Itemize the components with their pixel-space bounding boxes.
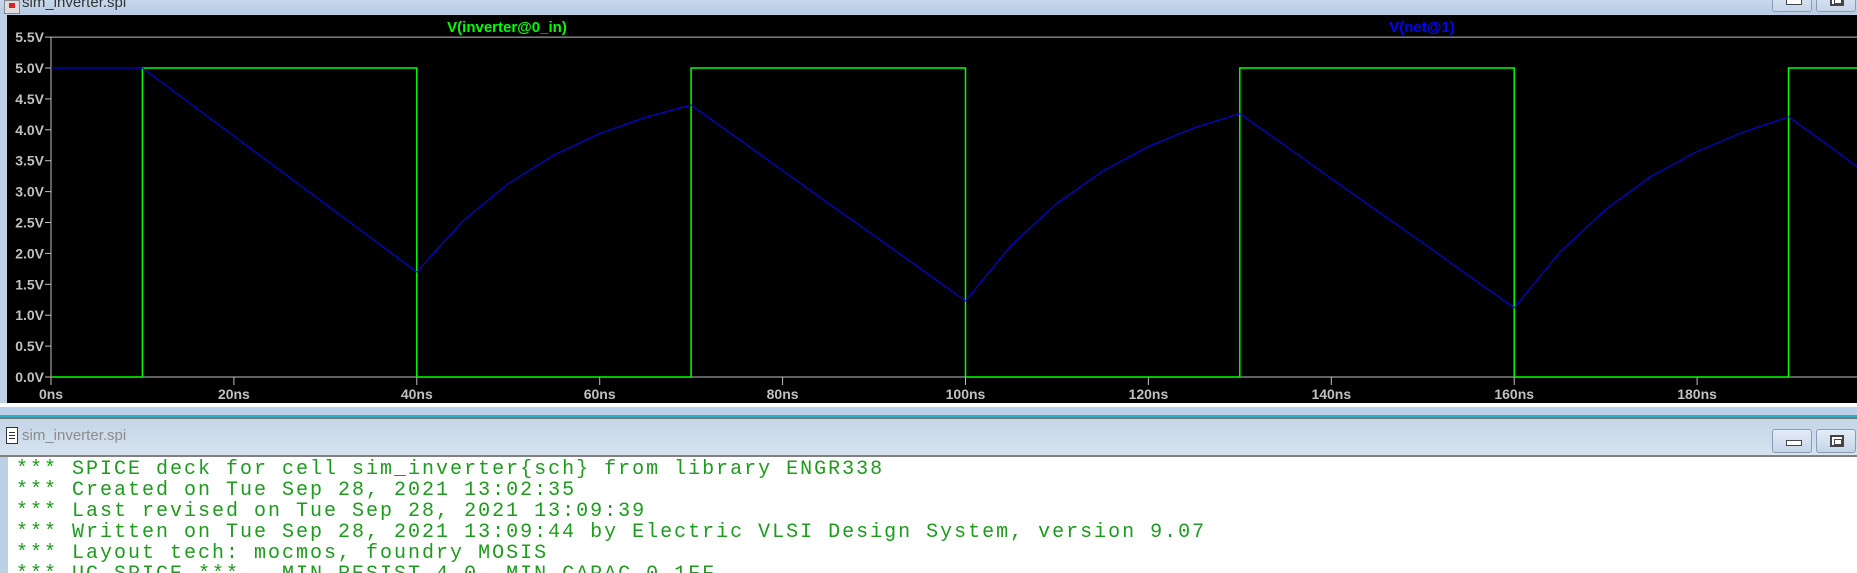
maximize-icon (1830, 0, 1844, 6)
x-tick-label: 120ns (1129, 386, 1169, 402)
y-tick-label: 2.5V (15, 215, 44, 231)
series-line-inverter-in (51, 67, 1857, 378)
console-line: *** Last revised on Tue Sep 28, 2021 13:… (16, 500, 647, 523)
x-tick-label: 80ns (767, 386, 799, 402)
minimize-icon (1786, 0, 1802, 5)
waveform-window-titlebar[interactable]: sim_inverter.spi (0, 0, 1857, 14)
y-tick-label: 5.5V (15, 29, 44, 45)
x-tick-label: 160ns (1494, 386, 1534, 402)
minimize-icon (1786, 440, 1802, 446)
y-tick-label: 2.0V (15, 245, 44, 261)
y-tick-label: 3.5V (15, 153, 44, 169)
waveform-plot[interactable]: 0.0V 0.5V 1.0V 1.5V 2.0V 2.5V 3.0V 3.5V 4.0V 4.5V… (7, 15, 1857, 404)
console-line: *** Layout tech: mocmos, foundry MOSIS (16, 542, 549, 565)
y-tick-label: 1.0V (15, 307, 44, 323)
window-divider[interactable] (0, 415, 1857, 417)
legend-label-net: V(net@1) (1389, 19, 1454, 36)
x-tick-label: 60ns (584, 386, 616, 402)
x-tick-label: 100ns (946, 386, 986, 402)
maximize-button[interactable] (1816, 0, 1856, 12)
y-tick-label: 4.0V (15, 122, 44, 138)
x-tick-label: 180ns (1677, 386, 1717, 402)
series-line-net1 (51, 67, 1857, 309)
waveform-app-icon (4, 0, 20, 14)
x-tick-label: 0ns (39, 386, 63, 402)
y-tick-label: 0.5V (15, 338, 44, 354)
console-window-title: sim_inverter.spi (22, 427, 127, 444)
x-tick-label: 140ns (1311, 386, 1351, 402)
console-line: *** Written on Tue Sep 28, 2021 13:09:44… (16, 521, 1207, 544)
legend-label-input: V(inverter@0_in) (447, 19, 567, 36)
console-line: *** SPICE deck for cell sim_inverter{sch… (16, 458, 885, 481)
window-divider-shadow (0, 417, 1857, 419)
spice-deck-text[interactable]: *** SPICE deck for cell sim_inverter{sch… (8, 457, 1857, 573)
x-tick-label: 20ns (218, 386, 250, 402)
console-maximize-button[interactable] (1816, 429, 1856, 453)
y-tick-label: 5.0V (15, 60, 44, 76)
y-tick-label: 0.0V (15, 369, 44, 385)
console-line: *** UC SPICE *** , MIN_RESIST 4.0, MIN_C… (8, 564, 1857, 573)
waveform-window-title: sim_inverter.spi (22, 0, 127, 11)
console-minimize-button[interactable] (1772, 429, 1812, 453)
minimize-button[interactable] (1772, 0, 1812, 12)
document-icon (6, 427, 18, 444)
plot-border (0, 403, 1857, 407)
x-tick-label: 40ns (401, 386, 433, 402)
console-line: *** Created on Tue Sep 28, 2021 13:02:35 (16, 479, 577, 502)
maximize-icon (1830, 435, 1844, 447)
y-tick-label: 3.0V (15, 184, 44, 200)
console-window-titlebar[interactable]: sim_inverter.spi (0, 419, 1857, 457)
waveform-chart: 0.0V 0.5V 1.0V 1.5V 2.0V 2.5V 3.0V 3.5V 4.0V 4.5V… (15, 19, 1857, 402)
y-tick-label: 4.5V (15, 91, 44, 107)
y-tick-label: 1.5V (15, 276, 44, 292)
